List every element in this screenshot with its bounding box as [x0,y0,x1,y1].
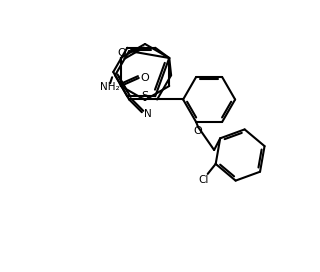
Text: N: N [144,109,152,119]
Text: O: O [140,73,149,83]
Text: O: O [118,48,126,58]
Text: NH₂: NH₂ [100,82,120,92]
Text: Cl: Cl [198,175,209,185]
Text: S: S [141,91,148,101]
Text: O: O [194,126,203,136]
